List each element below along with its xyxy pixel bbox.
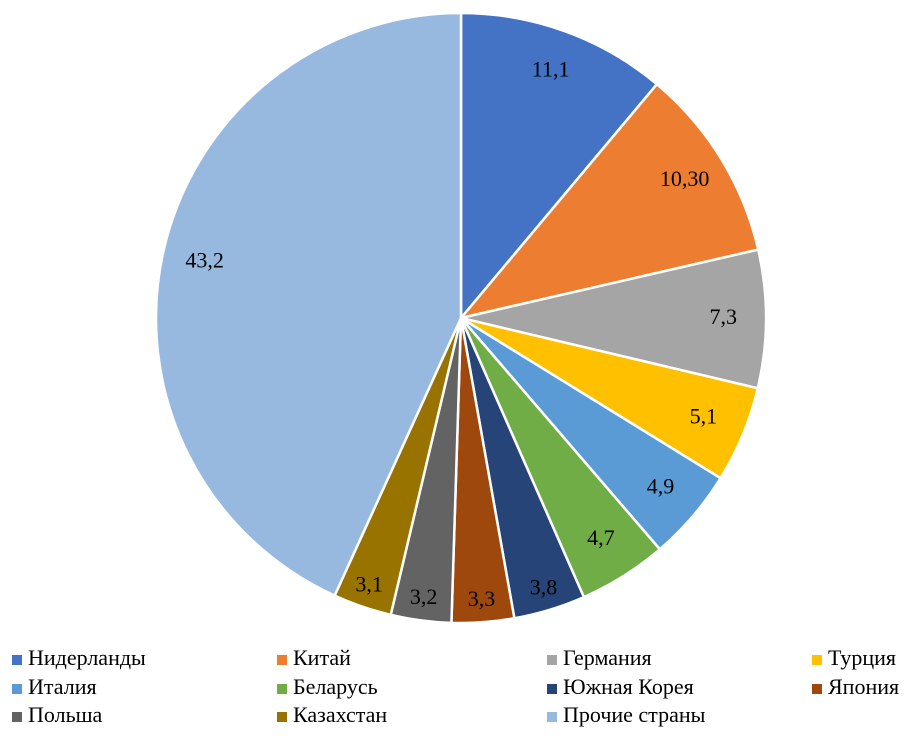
- legend-label: Беларусь: [293, 674, 378, 699]
- legend-label: Нидерланды: [28, 645, 146, 670]
- data-label: 3,3: [468, 586, 496, 611]
- data-label: 3,1: [355, 571, 383, 596]
- legend-swatch: [277, 684, 287, 694]
- data-label: 3,8: [530, 574, 558, 599]
- legend-swatch: [547, 712, 557, 722]
- legend-swatch: [812, 684, 822, 694]
- legend-label: Китай: [293, 645, 351, 670]
- legend-label: Прочие страны: [563, 702, 706, 727]
- legend-swatch: [277, 712, 287, 722]
- pie-slice: [459, 11, 659, 322]
- legend-label: Казахстан: [293, 702, 387, 727]
- legend-swatch: [12, 655, 22, 665]
- legend-label: Италия: [28, 674, 97, 699]
- pie-slice: [154, 11, 463, 598]
- legend-swatch: [547, 655, 557, 665]
- legend-swatch: [12, 712, 22, 722]
- data-label: 11,1: [532, 57, 570, 82]
- data-label: 3,2: [410, 584, 438, 609]
- legend-swatch: [547, 684, 557, 694]
- data-label: 10,30: [660, 166, 710, 191]
- data-label: 5,1: [690, 403, 718, 428]
- pie-slice: [460, 248, 768, 390]
- legend-swatch: [12, 684, 22, 694]
- legend-label: Турция: [828, 645, 896, 670]
- data-label: 43,2: [185, 247, 224, 272]
- legend-swatch: [277, 655, 287, 665]
- data-label: 7,3: [710, 304, 738, 329]
- legend-label: Польша: [28, 702, 103, 727]
- legend-swatch: [812, 655, 822, 665]
- legend-label: Япония: [828, 674, 899, 699]
- legend-label: Германия: [563, 645, 652, 670]
- data-label: 4,7: [587, 525, 615, 550]
- pie-slice: [457, 82, 760, 321]
- data-label: 4,9: [647, 473, 675, 498]
- legend-label: Южная Корея: [563, 674, 694, 699]
